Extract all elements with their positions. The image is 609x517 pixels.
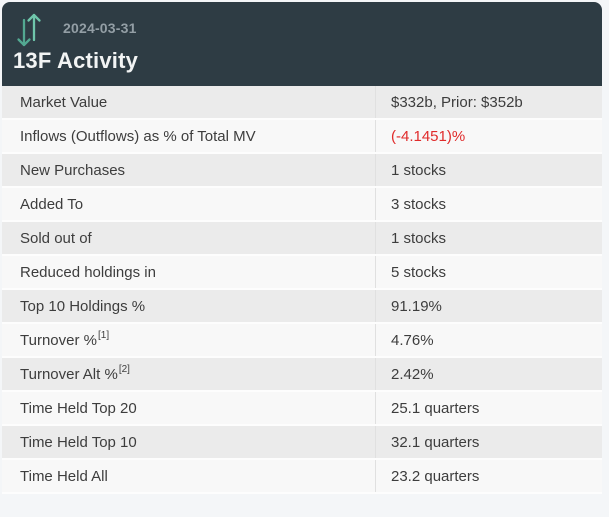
row-value-text: 1 stocks xyxy=(391,229,447,247)
row-value: 5 stocks xyxy=(375,256,602,288)
row-label: Reduced holdings in xyxy=(2,256,375,288)
activity-table: Market Value $332b, Prior: $352b Inflows… xyxy=(2,86,602,494)
row-label-text: Time Held Top 10 xyxy=(20,433,137,451)
row-label-text: Time Held All xyxy=(20,467,108,485)
row-value-text: 2.42% xyxy=(391,365,434,383)
table-row: Reduced holdings in 5 stocks xyxy=(2,256,602,290)
report-date[interactable]: 2024-03-31 xyxy=(63,20,137,36)
row-value: (-4.1451)% xyxy=(375,120,602,152)
panel-title: 13F Activity xyxy=(13,48,139,73)
table-row: Top 10 Holdings % 91.19% xyxy=(2,290,602,324)
row-label: Time Held Top 10 xyxy=(2,426,375,458)
row-label-text: Top 10 Holdings % xyxy=(20,297,146,315)
table-row: Turnover Alt % [2] 2.42% xyxy=(2,358,602,392)
row-label: New Purchases xyxy=(2,154,375,186)
footnote-ref: [1] xyxy=(97,329,110,341)
row-value: 25.1 quarters xyxy=(375,392,602,424)
row-value: 32.1 quarters xyxy=(375,426,602,458)
row-label: Inflows (Outflows) as % of Total MV xyxy=(2,120,375,152)
row-label: Added To xyxy=(2,188,375,220)
table-row: New Purchases 1 stocks xyxy=(2,154,602,188)
panel-header: 2024-03-31 13F Activity xyxy=(2,2,602,86)
row-value-text: 5 stocks xyxy=(391,263,447,281)
row-value: 2.42% xyxy=(375,358,602,390)
row-value-text: 3 stocks xyxy=(391,195,447,213)
row-label: Turnover % [1] xyxy=(2,324,375,356)
row-value-text: 91.19% xyxy=(391,297,442,315)
row-value: 3 stocks xyxy=(375,188,602,220)
table-row: Inflows (Outflows) as % of Total MV (-4.… xyxy=(2,120,602,154)
table-row: Time Held Top 10 32.1 quarters xyxy=(2,426,602,460)
row-value-text: $332b, Prior: $352b xyxy=(391,93,523,111)
row-label-text: Added To xyxy=(20,195,84,213)
row-label-text: Inflows (Outflows) as % of Total MV xyxy=(20,127,256,145)
row-label-text: Turnover % xyxy=(20,331,97,349)
row-label: Turnover Alt % [2] xyxy=(2,358,375,390)
footnote-ref: [2] xyxy=(118,363,130,375)
up-down-arrows-icon[interactable] xyxy=(15,11,43,49)
row-value-text: (-4.1451)% xyxy=(391,127,466,145)
row-value-text: 32.1 quarters xyxy=(391,433,480,451)
row-label: Top 10 Holdings % xyxy=(2,290,375,322)
row-label-text: Reduced holdings in xyxy=(20,263,156,281)
row-value-text: 4.76% xyxy=(391,331,434,349)
row-label-text: Turnover Alt % xyxy=(20,365,118,383)
table-row: Market Value $332b, Prior: $352b xyxy=(2,86,602,120)
row-label-text: Market Value xyxy=(20,93,108,111)
row-value: 1 stocks xyxy=(375,154,602,186)
row-value-text: 23.2 quarters xyxy=(391,467,480,485)
table-row: Time Held All 23.2 quarters xyxy=(2,460,602,494)
table-row: Turnover % [1] 4.76% xyxy=(2,324,602,358)
row-value: 23.2 quarters xyxy=(375,460,602,492)
row-value-text: 25.1 quarters xyxy=(391,399,480,417)
table-row: Time Held Top 20 25.1 quarters xyxy=(2,392,602,426)
row-value: 4.76% xyxy=(375,324,602,356)
row-label: Time Held All xyxy=(2,460,375,492)
row-value: $332b, Prior: $352b xyxy=(375,86,602,118)
row-value: 1 stocks xyxy=(375,222,602,254)
row-label: Sold out of xyxy=(2,222,375,254)
table-row: Added To 3 stocks xyxy=(2,188,602,222)
row-label-text: New Purchases xyxy=(20,161,126,179)
row-value: 91.19% xyxy=(375,290,602,322)
row-label-text: Time Held Top 20 xyxy=(20,399,137,417)
row-label: Market Value xyxy=(2,86,375,118)
row-label: Time Held Top 20 xyxy=(2,392,375,424)
13f-activity-panel: 2024-03-31 13F Activity Market Value $33… xyxy=(2,2,602,494)
row-value-text: 1 stocks xyxy=(391,161,447,179)
table-row: Sold out of 1 stocks xyxy=(2,222,602,256)
row-label-text: Sold out of xyxy=(20,229,92,247)
